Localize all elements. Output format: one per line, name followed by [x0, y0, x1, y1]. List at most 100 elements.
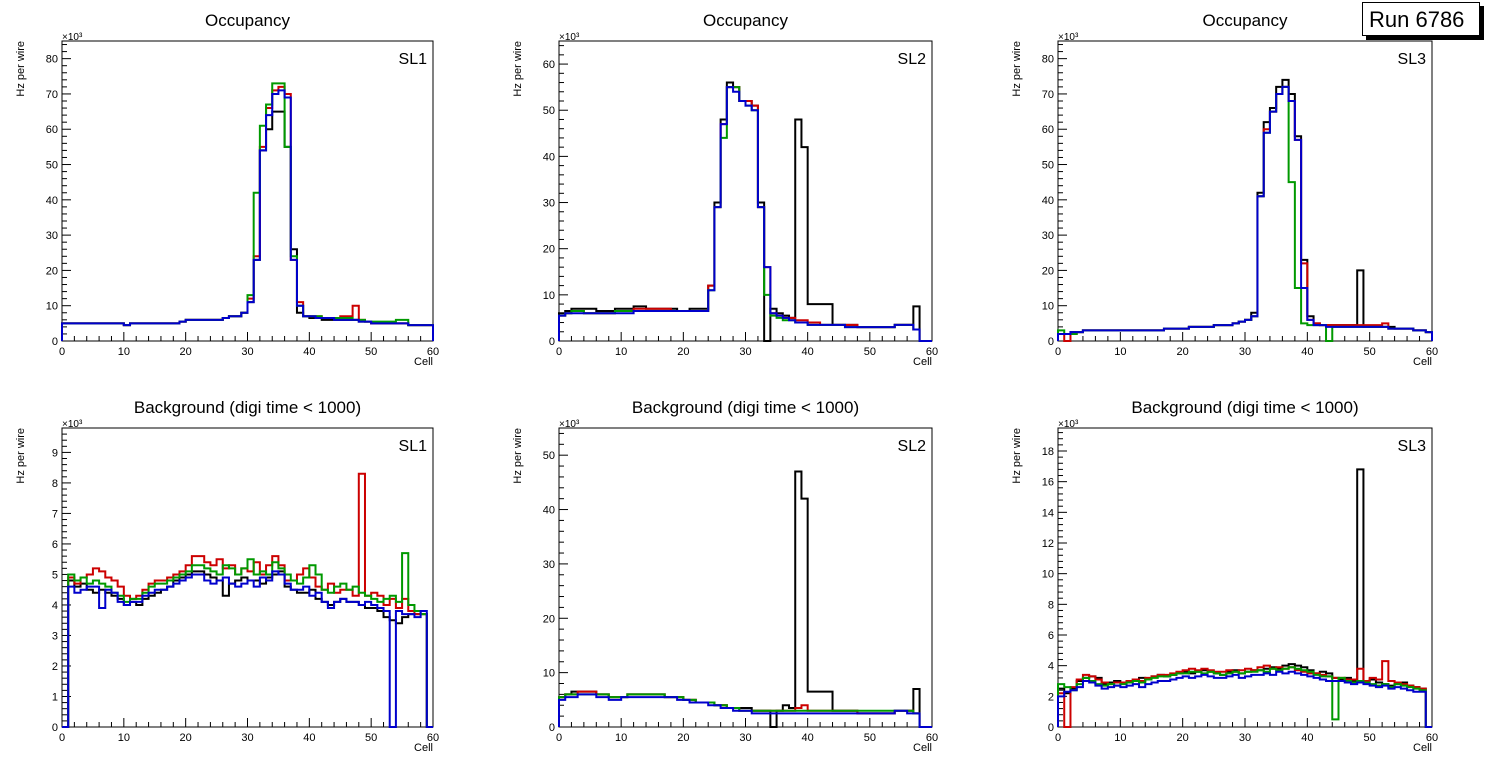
chart-title: Background (digi time < 1000)	[134, 398, 361, 417]
x-tick-label: 40	[802, 346, 814, 358]
panel-sl1-background: Background (digi time < 1000)0 10 20 30 40 50…	[15, 398, 439, 754]
panel-label: SL2	[898, 51, 927, 68]
x-tick-label: 60	[926, 346, 938, 358]
y-axis-exponent: ×10³	[1058, 32, 1079, 43]
y-tick-label: 2	[1048, 691, 1054, 703]
x-tick-label: 10	[1114, 346, 1126, 358]
panel-label: SL3	[1398, 438, 1427, 455]
x-tick-label: 60	[427, 346, 439, 358]
x-tick-label: 40	[1301, 732, 1313, 744]
y-tick-label: 0	[52, 336, 58, 348]
y-tick-label: 10	[1042, 301, 1054, 313]
x-tick-label: 30	[1239, 732, 1251, 744]
x-axis-label: Cell	[913, 742, 932, 754]
y-tick-label: 18	[1042, 446, 1054, 458]
x-axis-label: Cell	[414, 356, 433, 368]
x-tick-label: 30	[1239, 346, 1251, 358]
x-tick-label: 30	[241, 346, 253, 358]
x-tick-label: 20	[1177, 346, 1189, 358]
series-blue-histogram	[1057, 85, 1433, 341]
y-tick-label: 1	[52, 691, 58, 703]
y-tick-label: 80	[1042, 54, 1054, 66]
series-blue-histogram	[558, 693, 932, 728]
y-tick-label: 16	[1042, 477, 1054, 489]
x-tick-label: 50	[1364, 732, 1376, 744]
y-axis-label: Hz per wire	[15, 41, 27, 97]
y-tick-label: 0	[52, 722, 58, 734]
x-tick-label: 60	[427, 732, 439, 744]
y-tick-label: 4	[1048, 661, 1054, 673]
series-blue-histogram	[558, 86, 932, 342]
y-tick-label: 30	[543, 198, 555, 210]
y-tick-label: 20	[543, 244, 555, 256]
x-tick-label: 0	[59, 346, 65, 358]
y-tick-label: 60	[543, 59, 555, 71]
x-tick-label: 0	[59, 732, 65, 744]
x-tick-label: 20	[1177, 732, 1189, 744]
series-blue-histogram	[62, 570, 433, 728]
y-tick-label: 20	[543, 613, 555, 625]
x-tick-label: 60	[1426, 346, 1438, 358]
y-tick-label: 20	[1042, 265, 1054, 277]
y-tick-label: 40	[543, 505, 555, 517]
panel-sl2-background: Background (digi time < 1000) 0 10 20 30 40 50…	[512, 398, 938, 754]
y-tick-label: 30	[1042, 230, 1054, 242]
x-tick-label: 0	[556, 346, 562, 358]
y-tick-label: 60	[1042, 124, 1054, 136]
x-tick-label: 50	[864, 346, 876, 358]
y-tick-label: 12	[1042, 538, 1054, 550]
y-tick-label: 14	[1042, 507, 1054, 519]
x-tick-label: 50	[365, 346, 377, 358]
x-tick-label: 60	[1426, 732, 1438, 744]
y-tick-label: 50	[543, 450, 555, 462]
y-axis-exponent: ×10³	[1058, 419, 1079, 430]
y-tick-label: 4	[52, 600, 58, 612]
series-black-histogram	[1057, 78, 1433, 341]
chart-title: Background (digi time < 1000)	[1131, 398, 1358, 417]
y-tick-label: 30	[46, 230, 58, 242]
series-blue-histogram	[1057, 670, 1432, 728]
y-tick-label: 5	[52, 569, 58, 581]
panel-label: SL2	[898, 438, 927, 455]
series-red-histogram	[1057, 660, 1432, 728]
x-tick-label: 20	[180, 346, 192, 358]
x-tick-label: 60	[926, 732, 938, 744]
series-black-histogram	[558, 81, 932, 342]
x-tick-label: 20	[677, 732, 689, 744]
y-tick-label: 0	[1048, 722, 1054, 734]
x-tick-label: 40	[802, 732, 814, 744]
panel-sl3-background: Background (digi time < 1000)0 10 20 30 40 50…	[1011, 398, 1438, 754]
x-tick-label: 30	[241, 732, 253, 744]
y-tick-label: 60	[46, 124, 58, 136]
series-black-histogram	[1057, 468, 1432, 728]
y-axis-exponent: ×10³	[559, 32, 580, 43]
y-tick-label: 8	[1048, 599, 1054, 611]
x-tick-label: 50	[1364, 346, 1376, 358]
y-tick-label: 80	[46, 54, 58, 66]
panel-label: SL3	[1398, 51, 1427, 68]
series-green-histogram	[558, 86, 932, 342]
y-tick-label: 0	[549, 722, 555, 734]
series-black-histogram	[62, 570, 433, 728]
y-tick-label: 3	[52, 630, 58, 642]
panel-label: SL1	[399, 438, 428, 455]
y-tick-label: 30	[543, 559, 555, 571]
x-tick-label: 40	[1301, 346, 1313, 358]
x-axis-label: Cell	[1413, 742, 1432, 754]
y-tick-label: 40	[46, 195, 58, 207]
x-axis-label: Cell	[1413, 356, 1432, 368]
x-tick-label: 20	[677, 346, 689, 358]
y-axis-label: Hz per wire	[512, 41, 524, 97]
y-tick-label: 40	[543, 151, 555, 163]
y-axis-label: Hz per wire	[512, 428, 524, 484]
y-tick-label: 70	[46, 89, 58, 101]
x-tick-label: 10	[615, 732, 627, 744]
y-axis-label: Hz per wire	[1011, 41, 1023, 97]
series-green-histogram	[1057, 85, 1433, 342]
x-tick-label: 30	[739, 732, 751, 744]
series-green-histogram	[62, 552, 433, 728]
y-tick-label: 7	[52, 508, 58, 520]
